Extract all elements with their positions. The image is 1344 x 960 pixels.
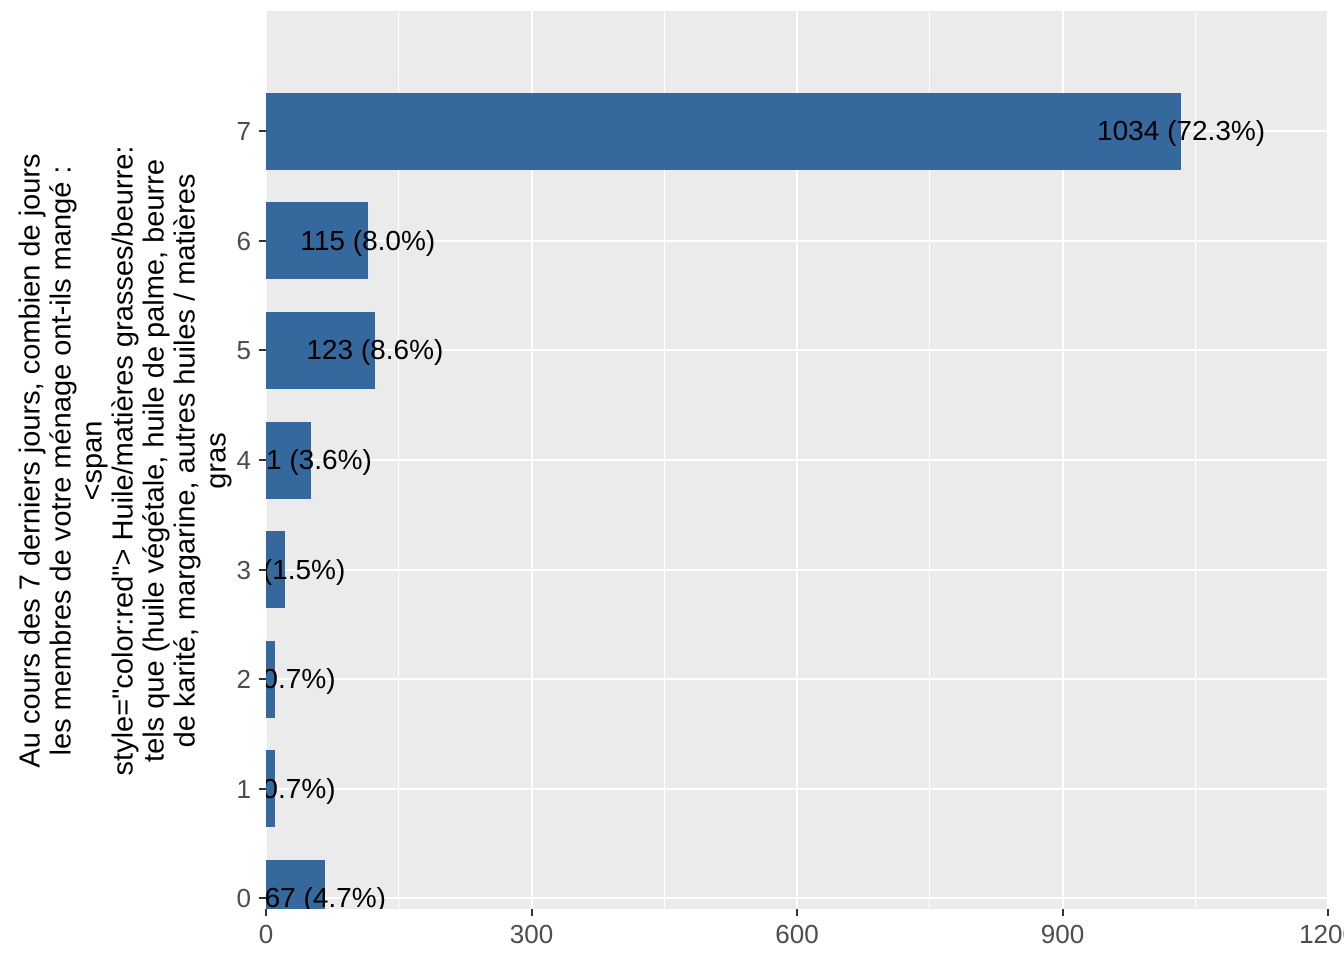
y-tick-mark	[259, 568, 266, 571]
y-tick-mark	[259, 239, 266, 242]
bar-category-4	[266, 421, 312, 499]
bar-category-2	[266, 640, 275, 718]
bar-value-label: 10 (0.7%)	[266, 663, 336, 695]
major-gridline	[266, 459, 1328, 461]
y-tick-label: 7	[236, 116, 251, 147]
major-gridline	[266, 787, 1328, 790]
major-gridline	[266, 568, 1328, 571]
x-tick-mark	[530, 909, 533, 916]
y-tick-mark	[259, 459, 266, 461]
x-tick-label: 1200	[1299, 919, 1344, 949]
y-axis-title-line: Au cours des 7 derniers jours, combien d…	[14, 153, 47, 768]
x-tick-mark	[265, 909, 267, 916]
plot-panel: 1034 (72.3%) 115 (8.0%) 123 (8.6%) 51 (3.6%…	[266, 11, 1328, 909]
y-axis-title-line: <span	[76, 420, 109, 501]
y-axis-title-line: tels que (huile végétale, huile de palme…	[138, 159, 171, 762]
y-tick-label: 0	[236, 883, 251, 914]
y-tick-mark	[259, 897, 266, 900]
x-tick-mark	[1061, 909, 1064, 916]
y-axis-title-line: style="color:red"> Huile/matières grasse…	[107, 145, 140, 776]
bar-category-5	[266, 311, 375, 389]
x-tick-mark	[1327, 909, 1329, 916]
bar-value-label: 123 (8.6%)	[306, 334, 444, 366]
x-tick-label: 300	[509, 919, 554, 949]
y-tick-mark	[259, 349, 266, 352]
y-tick-mark	[259, 678, 266, 681]
bar-category-6	[266, 202, 368, 280]
y-axis-title-line: les membres de votre ménage ont-ils mang…	[45, 165, 78, 756]
x-tick-label: 0	[258, 919, 274, 949]
y-tick-label: 2	[236, 664, 251, 695]
x-tick-label: 900	[1040, 919, 1085, 949]
y-tick-label: 6	[236, 225, 251, 256]
y-tick-label: 4	[236, 445, 251, 475]
bar-value-label: 67 (4.7%)	[266, 882, 386, 909]
y-tick-label: 1	[236, 773, 251, 804]
y-tick-mark	[259, 130, 266, 133]
major-gridline	[266, 239, 1328, 242]
bar-category-3	[266, 531, 285, 608]
y-tick-label: 3	[236, 554, 251, 585]
major-gridline	[266, 897, 1328, 900]
bar-category-1	[266, 750, 275, 828]
bar-value-label: 10 (0.7%)	[266, 772, 336, 804]
y-tick-label: 5	[236, 335, 251, 366]
x-tick-label: 600	[775, 919, 819, 949]
y-tick-mark	[259, 787, 266, 790]
x-tick-mark	[796, 909, 798, 916]
bar-value-label: 21 (1.5%)	[266, 553, 346, 585]
bar-value-label: 1034 (72.3%)	[1097, 115, 1266, 147]
major-gridline	[266, 349, 1328, 352]
bar-value-label: 51 (3.6%)	[266, 444, 372, 475]
major-gridline	[266, 678, 1328, 681]
bar-value-label: 115 (8.0%)	[300, 224, 436, 256]
bar-category-0	[266, 859, 326, 909]
bar-category-7	[266, 92, 1182, 170]
